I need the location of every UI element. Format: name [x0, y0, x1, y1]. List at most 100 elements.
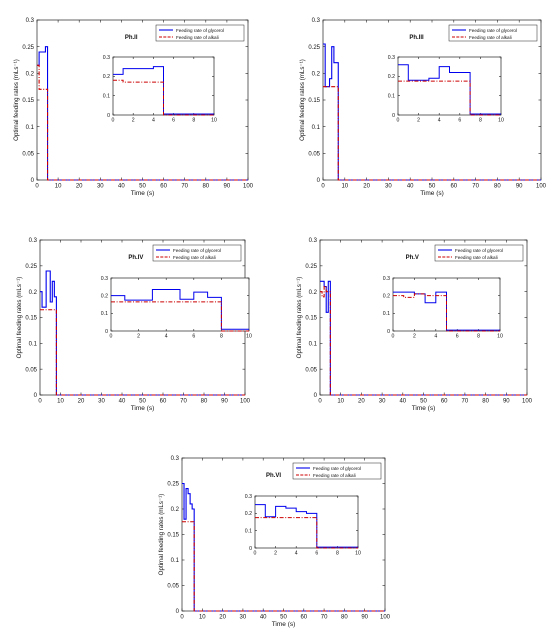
inset-y-tick-label: 0.2	[103, 74, 110, 80]
inset-x-tick-label: 8	[192, 118, 195, 124]
legend-label-alkali: Feeding rate of alkali	[176, 35, 219, 40]
x-tick-label: 80	[201, 399, 208, 405]
inset-plot: 0 2 4 6 8 10 0 0.1 0.2 0.3	[101, 276, 252, 340]
x-tick-label: 30	[240, 615, 247, 621]
inset-x-tick-label: 0	[397, 118, 400, 124]
legend-label-glycerol: Feeding rate of glycerol	[176, 28, 224, 33]
x-tick-label: 50	[429, 184, 436, 190]
inset-x-tick-label: 6	[456, 334, 459, 340]
x-tick-label: 60	[160, 399, 167, 405]
y-tick-label: 0.15	[308, 98, 320, 104]
x-tick-label: 0	[38, 399, 42, 405]
inset-x-tick-label: 10	[211, 118, 217, 124]
legend: Feeding rate of glycerol Feeding rate of …	[448, 24, 538, 42]
x-axis-label: Time (s)	[131, 405, 155, 412]
inset-y-tick-label: 0.1	[101, 311, 108, 317]
inset-x-tick-label: 4	[165, 334, 168, 340]
inset-x-tick-label: 2	[413, 334, 416, 340]
inset-y-tick-label: 0.3	[245, 494, 252, 500]
inset-x-tick-label: 6	[172, 118, 175, 124]
y-tick-label: 0.15	[25, 316, 37, 322]
x-tick-label: 100	[243, 184, 254, 190]
y-tick-label: 0	[31, 178, 35, 184]
glycerol-series-line	[323, 43, 541, 181]
x-tick-label: 70	[321, 615, 328, 621]
inset-x-tick-label: 8	[336, 551, 339, 557]
inset-alkali-series-line	[393, 293, 500, 332]
alkali-series-line	[320, 285, 527, 396]
x-tick-label: 30	[98, 399, 105, 405]
legend-label-glycerol: Feeding rate of glycerol	[173, 248, 221, 253]
legend: Feeding rate of glycerol Feeding rate of …	[292, 462, 382, 480]
chart-panel: 0 10 20 30 40 50 60 70 80 90 10000.050.10.150.20.2…	[13, 18, 254, 197]
y-tick-label: 0.1	[29, 341, 38, 347]
legend-label-alkali: Feeding rate of alkali	[173, 255, 216, 260]
inset-x-tick-label: 2	[132, 118, 135, 124]
x-tick-label: 0	[35, 184, 39, 190]
y-tick-label: 0.3	[171, 456, 180, 462]
x-tick-label: 40	[407, 184, 414, 190]
alkali-series-line	[182, 521, 385, 612]
inset-x-tick-label: 4	[434, 334, 437, 340]
inset-x-tick-label: 6	[315, 551, 318, 557]
y-axis-label: Optimal feeding rates (mLs⁻¹)	[13, 59, 20, 141]
chart-panel: 0 10 20 30 40 50 60 70 80 90 10000.050.10.150.20.2…	[158, 456, 391, 628]
x-tick-label: 80	[341, 615, 348, 621]
x-tick-label: 50	[420, 399, 427, 405]
x-tick-label: 90	[221, 399, 228, 405]
inset-x-tick-label: 2	[417, 118, 420, 124]
chart-panel: 0 10 20 30 40 50 60 70 80 90 10000.050.10.150.20.2…	[296, 238, 533, 412]
y-tick-label: 0.15	[167, 533, 179, 539]
x-tick-label: 70	[180, 399, 187, 405]
y-tick-label: 0.2	[171, 507, 180, 513]
y-tick-label: 0.25	[308, 45, 320, 51]
inset-x-tick-label: 10	[498, 118, 504, 124]
y-tick-label: 0.3	[309, 238, 318, 244]
y-tick-label: 0.25	[25, 264, 37, 270]
y-tick-label: 0.2	[312, 71, 321, 77]
inset-x-tick-label: 2	[137, 334, 140, 340]
inset-x-tick-label: 8	[477, 334, 480, 340]
glycerol-series-line	[40, 270, 245, 396]
x-tick-label: 10	[57, 399, 64, 405]
inset-x-tick-label: 2	[274, 551, 277, 557]
y-axis-label: Optimal feeding rates (mLs⁻¹)	[296, 277, 303, 359]
inset-x-tick-label: 6	[458, 118, 461, 124]
y-axis-label: Optimal feeding rates (mLs⁻¹)	[299, 59, 306, 141]
inset-y-tick-label: 0.2	[101, 293, 108, 299]
inset-y-tick-label: 0.3	[388, 55, 395, 61]
y-tick-label: 0.1	[171, 558, 180, 564]
inset-y-tick-label: 0	[249, 546, 252, 552]
inset-y-tick-label: 0.3	[103, 55, 110, 61]
y-tick-label: 0	[176, 609, 180, 615]
x-tick-label: 30	[385, 184, 392, 190]
inset-alkali-series-line	[398, 80, 501, 116]
x-tick-label: 90	[516, 184, 523, 190]
y-tick-label: 0.25	[305, 264, 317, 270]
chart-title: Ph.IV	[128, 255, 143, 261]
x-tick-label: 20	[76, 184, 83, 190]
y-tick-label: 0.2	[26, 71, 35, 77]
chart-panel: 0 10 20 30 40 50 60 70 80 90 10000.050.10.150.20.2…	[299, 18, 547, 197]
x-tick-label: 0	[318, 399, 322, 405]
inset-y-tick-label: 0.1	[383, 311, 390, 317]
y-tick-label: 0.2	[29, 290, 38, 296]
inset-y-tick-label: 0.3	[383, 276, 390, 282]
y-tick-label: 0.2	[309, 290, 318, 296]
inset-axes-frame	[110, 277, 250, 332]
inset-plot: 0 2 4 6 8 10 0 0.1 0.2 0.3	[383, 276, 503, 340]
inset-y-tick-label: 0.3	[101, 276, 108, 282]
y-tick-label: 0.25	[22, 45, 34, 51]
x-tick-label: 70	[472, 184, 479, 190]
legend-label-alkali: Feeding rate of alkali	[455, 255, 498, 260]
x-tick-label: 70	[462, 399, 469, 405]
inset-glycerol-series-line	[255, 504, 358, 548]
legend-label-alkali: Feeding rate of alkali	[313, 473, 356, 478]
inset-y-tick-label: 0	[105, 329, 108, 335]
legend-label-alkali: Feeding rate of alkali	[469, 35, 512, 40]
y-tick-label: 0	[314, 393, 318, 399]
y-tick-label: 0.3	[312, 18, 321, 24]
x-axis-label: Time (s)	[131, 190, 155, 197]
x-tick-label: 60	[160, 184, 167, 190]
x-tick-label: 10	[199, 615, 206, 621]
